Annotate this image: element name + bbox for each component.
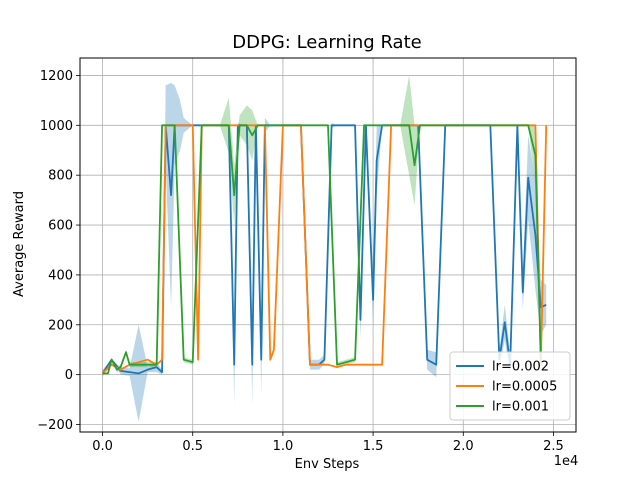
x-tick-label: 2.5 — [543, 439, 564, 454]
series-line-3 — [102, 124, 542, 375]
y-tick-label: −200 — [37, 418, 73, 433]
legend-label: lr=0.002 — [492, 360, 549, 375]
legend-label: lr=0.001 — [492, 400, 549, 415]
chart-title: DDPG: Learning Rate — [232, 32, 421, 53]
y-tick-label: 0 — [65, 368, 73, 383]
x-tick-label: 0.0 — [92, 439, 113, 454]
y-tick-label: 800 — [48, 169, 73, 184]
y-tick-label: 600 — [48, 219, 73, 234]
x-axis-label: Env Steps — [295, 457, 360, 472]
series-lines — [101, 124, 548, 375]
x-axis-ticks: 0.0 0.5 1.0 1.5 2.0 2.5 — [92, 432, 564, 454]
y-axis-label: Average Reward — [12, 191, 27, 297]
x-tick-label: 2.0 — [453, 439, 474, 454]
y-tick-label: 1200 — [40, 69, 73, 84]
y-tick-label: 200 — [48, 318, 73, 333]
legend: lr=0.002 lr=0.0005 lr=0.001 — [449, 351, 571, 421]
legend-box — [449, 351, 571, 421]
x-tick-label: 1.5 — [363, 439, 384, 454]
y-axis-ticks: −200 0 200 400 600 800 1000 1200 — [37, 69, 80, 433]
x-tick-label: 0.5 — [182, 439, 203, 454]
x-tick-label: 1.0 — [273, 439, 294, 454]
legend-label: lr=0.0005 — [492, 380, 557, 395]
plot-frame — [79, 57, 577, 433]
x-axis-offset-text: 1e4 — [554, 454, 579, 469]
y-tick-label: 1000 — [40, 119, 73, 134]
y-tick-label: 400 — [48, 268, 73, 283]
